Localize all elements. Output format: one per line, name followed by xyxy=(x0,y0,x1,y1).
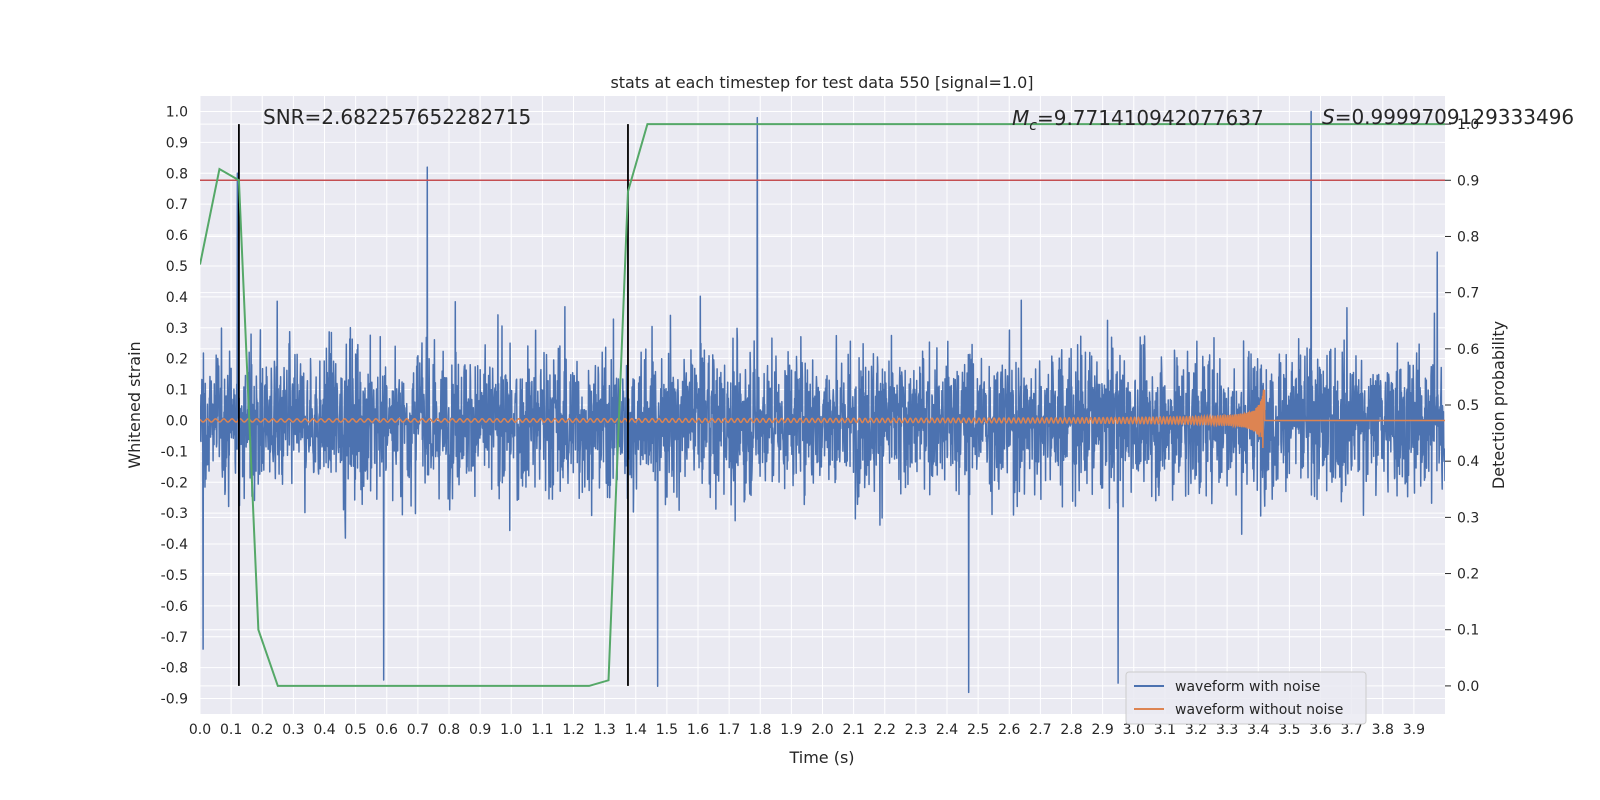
chirp-mass-value: =9.771410942077637 xyxy=(1037,106,1264,130)
y-tick-label: 0.4 xyxy=(166,290,188,306)
y-tick-label: -0.1 xyxy=(161,444,188,460)
y-tick-label: 0.5 xyxy=(166,259,188,275)
x-tick-label: 3.0 xyxy=(1123,722,1145,738)
x-axis-label: Time (s) xyxy=(788,748,854,767)
y-tick-label: 0.6 xyxy=(166,228,188,244)
legend-label-noise: waveform with noise xyxy=(1175,679,1320,695)
y-tick-label: 0.3 xyxy=(166,321,188,337)
y2-tick-label: 0.2 xyxy=(1457,567,1479,583)
x-tick-label: 2.1 xyxy=(842,722,864,738)
x-tick-label: 3.2 xyxy=(1185,722,1207,738)
x-tick-label: 2.3 xyxy=(905,722,927,738)
x-tick-label: 0.1 xyxy=(220,722,242,738)
y-tick-label: 0.8 xyxy=(166,166,188,182)
x-tick-label: 0.4 xyxy=(313,722,335,738)
x-tick-label: 2.0 xyxy=(811,722,833,738)
y2-tick-label: 0.0 xyxy=(1457,679,1479,695)
x-tick-label: 0.8 xyxy=(438,722,460,738)
y-tick-label: 1.0 xyxy=(166,104,188,120)
chart-title: stats at each timestep for test data 550… xyxy=(610,73,1033,92)
x-tick-label: 3.1 xyxy=(1154,722,1176,738)
y2-tick-label: 0.6 xyxy=(1457,342,1479,358)
y-tick-label: 0.2 xyxy=(166,352,188,368)
y2-tick-label: 0.8 xyxy=(1457,229,1479,245)
y-tick-label: -0.4 xyxy=(161,537,188,553)
y-tick-label: 0.7 xyxy=(166,197,188,213)
y-tick-label: -0.6 xyxy=(161,599,188,615)
x-tick-label: 1.4 xyxy=(625,722,647,738)
y-tick-label: 0.9 xyxy=(166,135,188,151)
x-tick-label: 3.5 xyxy=(1278,722,1300,738)
y-tick-label: -0.3 xyxy=(161,506,188,522)
y2-tick-label: 0.1 xyxy=(1457,623,1479,639)
y-tick-label: 0.1 xyxy=(166,383,188,399)
x-tick-label: 0.9 xyxy=(469,722,491,738)
y2-tick-label: 0.7 xyxy=(1457,286,1479,302)
legend-box xyxy=(1125,671,1367,725)
y-tick-labels: 1.0 0.9 0.8 0.7 0.6 0.5 0.4 0.3 0.2 0.1 0.0 -0.1 -0.… xyxy=(161,104,188,707)
y-tick-label: -0.7 xyxy=(161,630,188,646)
legend: waveform with noise waveform without noi… xyxy=(1125,671,1367,725)
x-tick-label: 3.8 xyxy=(1372,722,1394,738)
x-tick-label: 3.4 xyxy=(1247,722,1269,738)
y-tick-label: -0.9 xyxy=(161,692,188,708)
snr-annotation: SNR=2.682257652282715 xyxy=(263,105,531,129)
y-tick-label: -0.2 xyxy=(161,475,188,491)
legend-label-signal: waveform without noise xyxy=(1175,702,1343,718)
x-tick-label: 0.5 xyxy=(344,722,366,738)
y2-tick-label: 0.5 xyxy=(1457,398,1479,414)
chirp-mass-symbol: M xyxy=(1012,106,1029,130)
y-tick-label: 0.0 xyxy=(166,413,188,429)
x-tick-label: 2.5 xyxy=(967,722,989,738)
signal-series-line xyxy=(200,389,1445,449)
y-tick-label: -0.5 xyxy=(161,568,188,584)
y2-tick-label: 0.9 xyxy=(1457,173,1479,189)
overlay-layer xyxy=(200,123,1445,687)
y-axis-label: Whitened strain xyxy=(125,341,144,468)
y2-tick-label: 0.4 xyxy=(1457,454,1479,470)
signal-series-layer xyxy=(200,389,1445,449)
x-tick-label: 3.7 xyxy=(1340,722,1362,738)
x-tick-label: 2.4 xyxy=(936,722,958,738)
x-tick-label: 0.7 xyxy=(407,722,429,738)
x-tick-label: 0.6 xyxy=(376,722,398,738)
x-tick-label: 1.9 xyxy=(780,722,802,738)
x-tick-label: 0.3 xyxy=(282,722,304,738)
x-tick-labels: 0.0 0.1 0.2 0.3 0.4 0.5 0.6 0.7 0.8 0.9 1.0 1.1 1.2 1… xyxy=(189,722,1425,738)
x-tick-label: 1.1 xyxy=(531,722,553,738)
x-tick-label: 1.8 xyxy=(749,722,771,738)
x-tick-label: 2.2 xyxy=(874,722,896,738)
x-tick-label: 3.6 xyxy=(1309,722,1331,738)
y2-tick-label: 0.3 xyxy=(1457,510,1479,526)
x-tick-label: 1.2 xyxy=(562,722,584,738)
x-tick-label: 3.9 xyxy=(1403,722,1425,738)
y2-tick-label: 1.0 xyxy=(1457,117,1479,133)
chirp-mass-annotation: Mc=9.771410942077637 xyxy=(1012,106,1264,134)
x-tick-label: 2.8 xyxy=(1060,722,1082,738)
s-symbol: S xyxy=(1322,105,1335,129)
y2-axis-label: Detection probability xyxy=(1489,321,1508,489)
y2-tick-labels: 1.0 0.9 0.8 0.7 0.6 0.5 0.4 0.3 0.2 0.1 0.0 xyxy=(1445,117,1479,695)
s-value: =0.9999709129333496 xyxy=(1335,105,1574,129)
x-tick-label: 1.7 xyxy=(718,722,740,738)
x-tick-label: 2.9 xyxy=(1091,722,1113,738)
x-tick-label: 0.2 xyxy=(251,722,273,738)
x-tick-label: 1.6 xyxy=(687,722,709,738)
x-tick-label: 1.3 xyxy=(593,722,615,738)
s-annotation: S=0.9999709129333496 xyxy=(1322,105,1574,129)
chirp-mass-subscript: c xyxy=(1029,118,1037,134)
x-tick-label: 3.3 xyxy=(1216,722,1238,738)
x-tick-label: 2.7 xyxy=(1029,722,1051,738)
x-tick-label: 0.0 xyxy=(189,722,211,738)
y-tick-label: -0.8 xyxy=(161,661,188,677)
probability-series-line xyxy=(200,123,1445,687)
x-tick-label: 1.5 xyxy=(656,722,678,738)
x-tick-label: 1.0 xyxy=(500,722,522,738)
x-tick-label: 2.6 xyxy=(998,722,1020,738)
